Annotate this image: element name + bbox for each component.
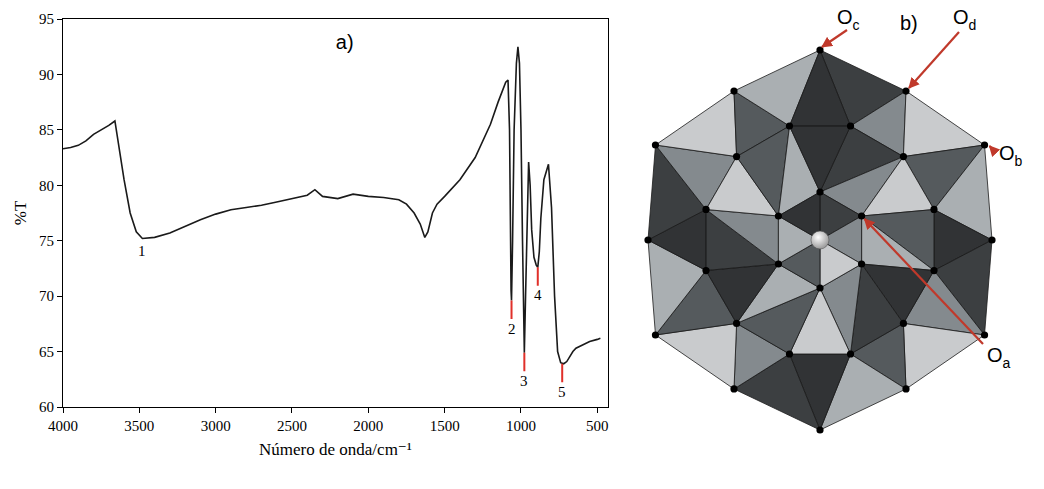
svg-text:4: 4 [534, 287, 542, 303]
svg-text:2000: 2000 [353, 418, 383, 434]
svg-text:3500: 3500 [124, 418, 154, 434]
svg-text:Número de onda/cm⁻¹: Número de onda/cm⁻¹ [259, 440, 412, 459]
svg-text:Oa: Oa [987, 344, 1011, 371]
svg-text:%T: %T [11, 200, 30, 225]
svg-text:3000: 3000 [201, 418, 231, 434]
svg-text:4000: 4000 [48, 418, 78, 434]
svg-text:2: 2 [508, 321, 516, 337]
svg-text:75: 75 [39, 233, 54, 249]
svg-text:500: 500 [586, 418, 609, 434]
svg-text:1000: 1000 [506, 418, 536, 434]
svg-text:b): b) [900, 12, 918, 34]
svg-text:1: 1 [138, 243, 146, 259]
svg-text:70: 70 [39, 288, 54, 304]
svg-text:Ob: Ob [999, 142, 1023, 169]
svg-text:1500: 1500 [430, 418, 460, 434]
svg-text:80: 80 [39, 178, 54, 194]
svg-text:85: 85 [39, 122, 54, 138]
svg-text:Oc: Oc [837, 6, 860, 33]
svg-text:90: 90 [39, 67, 54, 83]
svg-text:65: 65 [39, 344, 54, 360]
svg-text:Od: Od [953, 6, 976, 33]
svg-text:95: 95 [39, 11, 54, 27]
svg-text:60: 60 [39, 399, 54, 415]
svg-text:2500: 2500 [277, 418, 307, 434]
svg-text:3: 3 [520, 373, 528, 389]
svg-text:a): a) [336, 31, 354, 53]
svg-text:5: 5 [558, 384, 566, 400]
